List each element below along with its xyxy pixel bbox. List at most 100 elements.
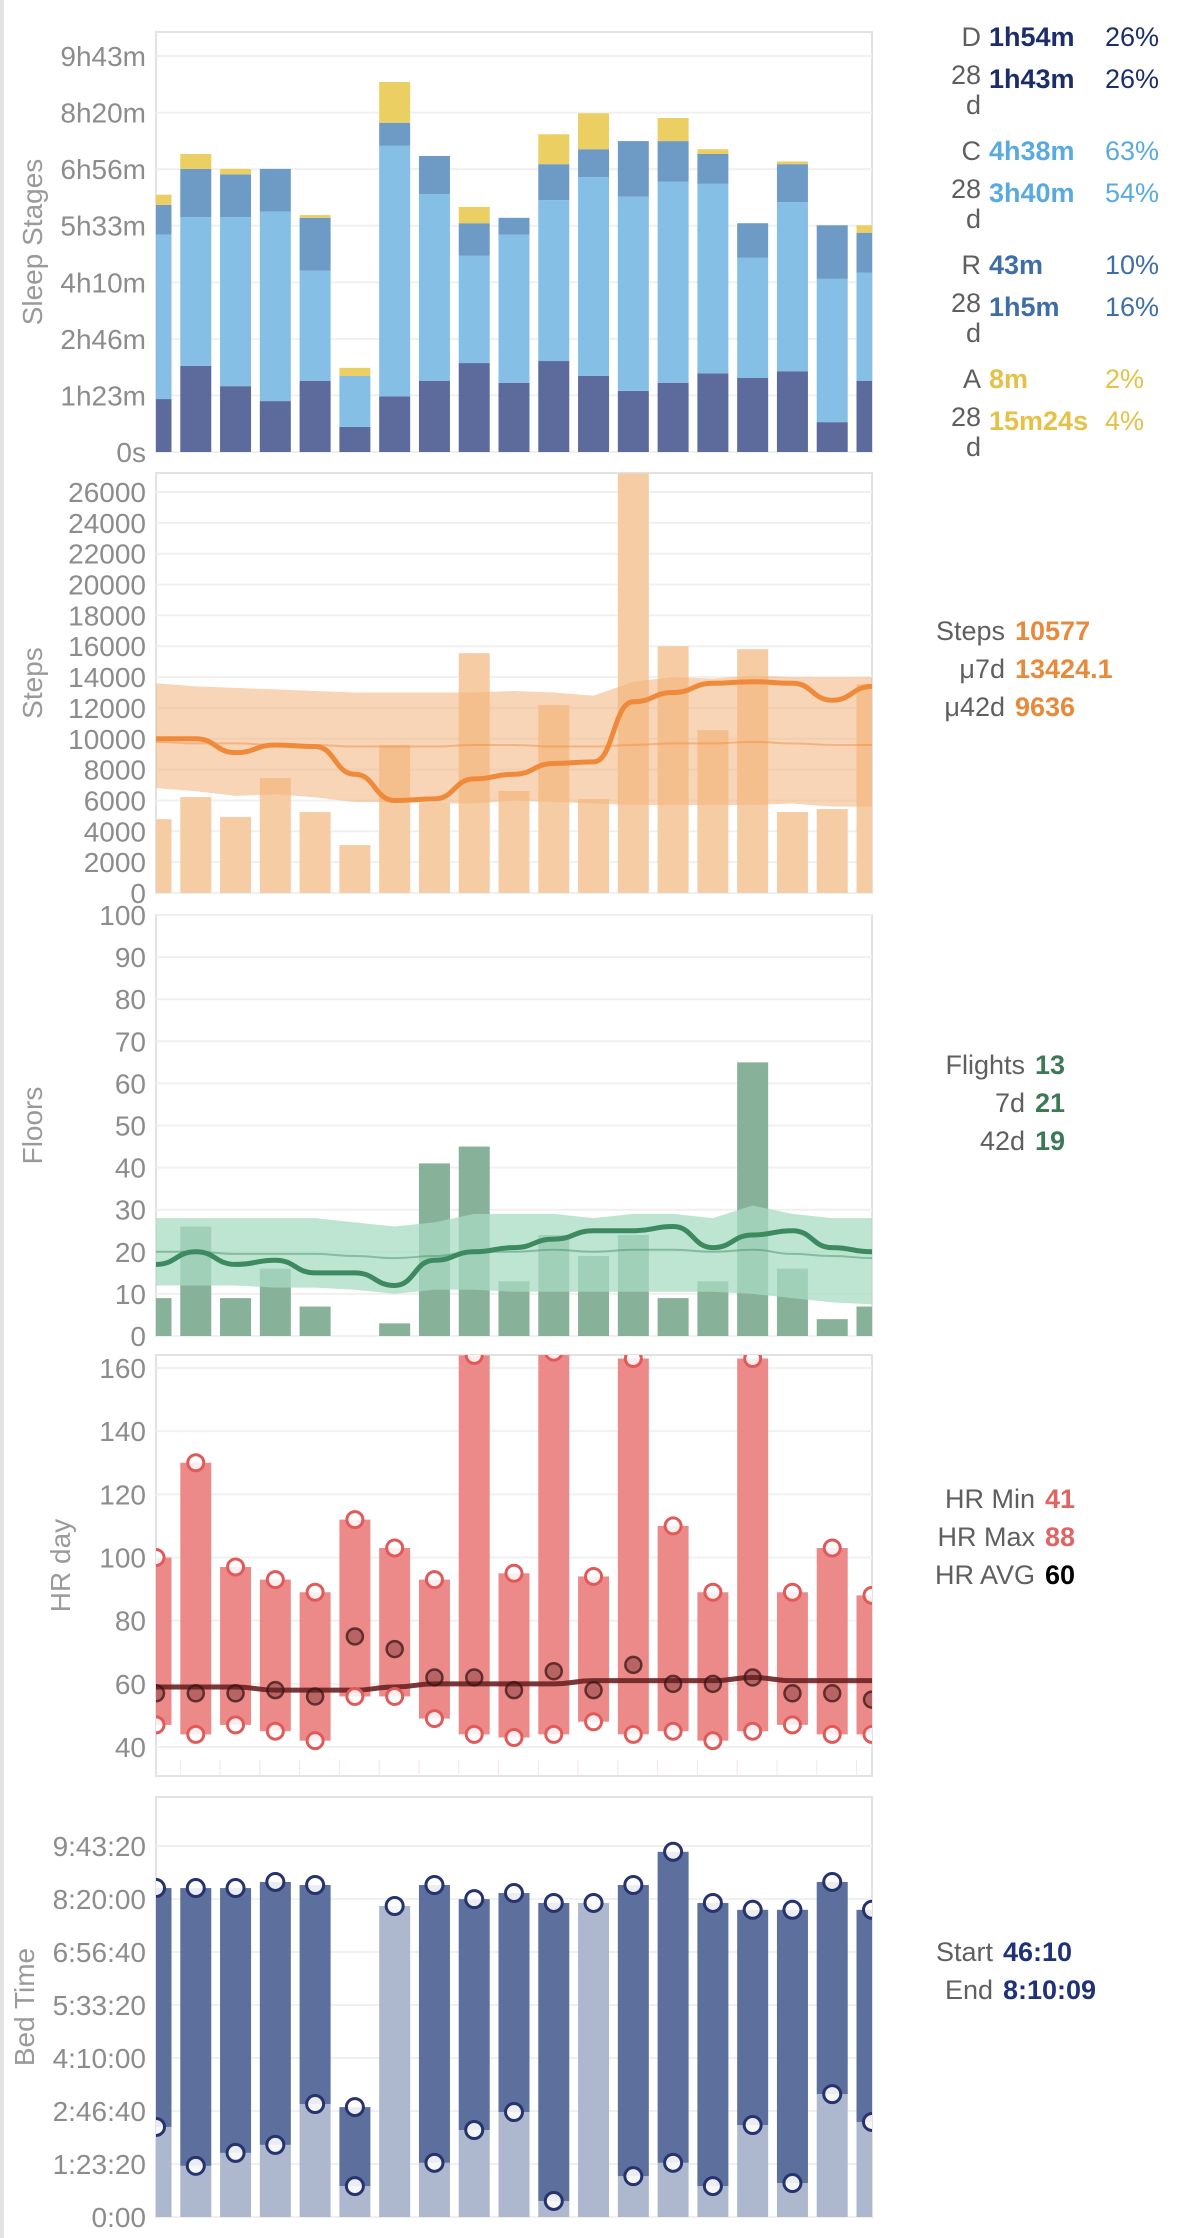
hr-max-marker — [385, 1538, 405, 1558]
hr-avg-marker — [624, 1655, 643, 1675]
hr-avg-marker — [703, 1674, 723, 1694]
sleep-summary-row: 28 d 1h43m 26% — [935, 60, 1159, 120]
sleep-bar-rem — [498, 217, 530, 235]
hr-min-marker — [663, 1721, 683, 1741]
row-percent: 26% — [1105, 22, 1160, 52]
sleep-bar-rem — [418, 156, 450, 195]
bed-start-marker — [464, 2119, 485, 2140]
floors-bar — [816, 1319, 848, 1336]
steps-7d-avg-line — [156, 679, 872, 803]
bed-pre-sleep-bar — [498, 2112, 530, 2217]
row-value: 9636 — [1015, 692, 1076, 722]
hr-min-marker — [623, 1724, 643, 1744]
steps-bar — [220, 816, 252, 893]
bed-end-marker — [185, 1878, 206, 1899]
bed-sleep-bar — [458, 1899, 490, 2130]
sleep-bar-awake — [856, 225, 872, 233]
floors-bar — [299, 1306, 331, 1336]
row-value: 21 — [1035, 1088, 1066, 1118]
bed-end-marker — [543, 1892, 564, 1913]
sleep-bar-rem — [259, 168, 291, 212]
y-tick-label: 1h23m — [60, 380, 146, 411]
y-tick-label: 20 — [115, 1237, 146, 1268]
sleep-bar-deep — [220, 386, 252, 452]
row-percent: 54% — [1105, 178, 1160, 208]
hr-range-bar — [538, 1355, 570, 1735]
y-tick-label: 140 — [99, 1416, 146, 1447]
bed-end-marker — [464, 1889, 485, 1910]
y-tick-label: 5:33:20 — [53, 1990, 146, 2021]
row-value: 8:10:09 — [1003, 1975, 1097, 2005]
hr-max-marker — [464, 1355, 484, 1365]
hr-min-marker — [743, 1721, 763, 1741]
steps-7d-band — [156, 675, 872, 807]
sleep-bar-awake — [379, 82, 411, 123]
row-label: μ42d — [944, 692, 1005, 722]
bed-end-marker — [862, 1899, 872, 1920]
row-value: 1h43m — [989, 64, 1075, 94]
hr-range-bar — [458, 1355, 490, 1735]
hr-avg-marker — [186, 1684, 206, 1703]
sleep-bar-awake — [458, 206, 490, 224]
steps-bar — [776, 812, 808, 893]
row-label: Start — [935, 1937, 993, 1967]
bed-pre-sleep-bar — [458, 2129, 490, 2217]
page-left-edge — [0, 0, 4, 2238]
row-percent: 4% — [1105, 406, 1145, 436]
hr-range-bar — [776, 1592, 808, 1725]
bed-end-marker — [663, 1841, 684, 1862]
bed-sleep-bar — [220, 1888, 252, 2153]
hr-min-marker — [544, 1724, 564, 1744]
y-tick-label: 4000 — [84, 816, 146, 847]
row-label: 42d — [979, 1126, 1025, 1156]
hr-max-marker — [703, 1582, 723, 1602]
y-tick-label: 2000 — [84, 847, 146, 878]
hr-min-marker — [265, 1721, 285, 1741]
hr-range-bar — [418, 1579, 450, 1719]
sleep-bar-rem — [776, 164, 808, 203]
y-tick-label: 9h43m — [60, 41, 146, 72]
sleep-bar-light — [657, 181, 689, 383]
hr-max-marker — [345, 1510, 365, 1530]
plot-marks — [156, 1841, 872, 2217]
sleep-bar-awake — [578, 113, 610, 150]
plot-marks — [156, 1355, 872, 1776]
y-axis-label: Steps — [17, 647, 48, 719]
hr-avg-marker — [425, 1668, 444, 1687]
floors-bar — [657, 1298, 689, 1336]
sleep-bar-deep — [617, 390, 649, 452]
sleep-bar-deep — [418, 380, 450, 452]
hr-range-bar — [259, 1579, 291, 1732]
hr-avg-marker — [544, 1661, 564, 1681]
row-value: 88 — [1045, 1522, 1076, 1552]
hr-avg-marker — [464, 1668, 484, 1687]
y-tick-label: 60 — [115, 1669, 146, 1700]
sleep-bar-rem — [697, 153, 729, 184]
bed-start-marker — [543, 2190, 564, 2211]
bed-start-marker — [702, 2176, 723, 2197]
hr-range-bar — [657, 1525, 689, 1732]
floors-summary-row: Flights 13 — [925, 1046, 1065, 1084]
bed-start-marker — [862, 2111, 872, 2132]
hr-min-marker — [822, 1724, 842, 1744]
bed-summary-row: Start 46:10 — [925, 1933, 1096, 1971]
sleep-summary-row: D 1h54m 26% — [935, 18, 1160, 56]
row-percent: 16% — [1105, 292, 1160, 322]
steps-bar — [339, 845, 371, 893]
hr-range-bar — [339, 1519, 371, 1697]
sleep-bar-light — [299, 270, 331, 381]
hr-max-marker — [743, 1355, 763, 1369]
hr-min-marker — [385, 1686, 405, 1706]
hr-min-marker — [156, 1715, 166, 1735]
y-tick-label: 4:10:00 — [53, 2043, 146, 2074]
hr-chart: 40 60 80 100 120 140 160 HR day — [45, 1353, 873, 1777]
row-label: 28 d — [950, 60, 981, 120]
floors-summary-row: 7d 21 — [925, 1084, 1065, 1122]
row-label: Steps — [935, 616, 1005, 646]
sleep-bar-light — [538, 200, 570, 362]
plot-marks — [156, 473, 872, 893]
bed-sleep-bar — [697, 1902, 729, 2187]
hr-max-marker — [305, 1582, 325, 1602]
bed-start-marker — [663, 2152, 684, 2173]
